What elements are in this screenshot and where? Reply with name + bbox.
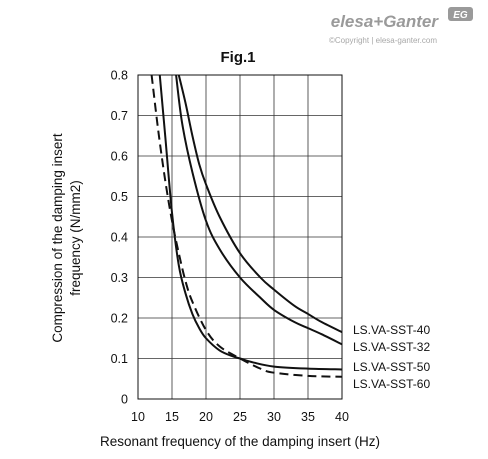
y-tick-label: 0.3 bbox=[111, 271, 128, 285]
plot-frame bbox=[137, 74, 343, 400]
brand-header: elesa+Ganter EG ©Copyright | elesa-gante… bbox=[329, 7, 473, 45]
series-line-ls-va-sst-40 bbox=[177, 74, 343, 334]
legend-entry: LS.VA-SST-50 bbox=[353, 360, 430, 374]
y-tick-label: 0.8 bbox=[111, 69, 128, 83]
x-tick-label: 20 bbox=[199, 410, 213, 424]
y-axis-label: Compression of the damping insert freque… bbox=[50, 133, 83, 343]
legend-entry: LS.VA-SST-32 bbox=[353, 340, 430, 354]
grid bbox=[137, 74, 343, 400]
y-tick-label: 0.7 bbox=[111, 109, 128, 123]
series-line-ls-va-sst-60 bbox=[150, 74, 343, 378]
legend-entry: LS.VA-SST-40 bbox=[353, 323, 430, 337]
x-tick-label: 15 bbox=[165, 410, 179, 424]
series-line-ls-va-sst-32 bbox=[175, 74, 343, 346]
y-tick-label: 0.5 bbox=[111, 190, 128, 204]
chart-title: Fig.1 bbox=[220, 49, 255, 66]
x-tick-label: 25 bbox=[233, 410, 247, 424]
x-tick-label: 30 bbox=[267, 410, 281, 424]
series-line-ls-va-sst-50 bbox=[158, 74, 343, 371]
legend: LS.VA-SST-40 LS.VA-SST-32 LS.VA-SST-50 LS.V… bbox=[353, 323, 430, 391]
brand-badge-icon bbox=[448, 7, 473, 21]
y-tick-label: 0.2 bbox=[111, 312, 128, 326]
x-axis-label: Resonant frequency of the damping insert… bbox=[100, 434, 380, 449]
y-axis-label-line-1: Compression of the damping insert bbox=[50, 133, 65, 343]
legend-entry: LS.VA-SST-60 bbox=[353, 377, 430, 391]
brand-copyright: ©Copyright | elesa-ganter.com bbox=[329, 36, 437, 45]
y-axis-label-line-2: frequency (N/mm2) bbox=[68, 180, 83, 296]
brand-badge-text: EG bbox=[453, 10, 468, 21]
series-lines bbox=[150, 74, 343, 378]
y-tick-label: 0 bbox=[121, 393, 128, 407]
x-tick-label: 10 bbox=[131, 410, 145, 424]
y-tick-label: 0.6 bbox=[111, 150, 128, 164]
brand-logo-text: elesa+Ganter bbox=[331, 12, 440, 31]
x-tick-label: 40 bbox=[335, 410, 349, 424]
tick-labels: 10 15 20 25 30 35 40 0 0.1 0.2 0.3 0.4 0.5 0.6 0.7 0.8 bbox=[111, 69, 349, 425]
x-tick-label: 35 bbox=[301, 410, 315, 424]
y-tick-label: 0.4 bbox=[111, 231, 128, 245]
y-tick-label: 0.1 bbox=[111, 352, 128, 366]
